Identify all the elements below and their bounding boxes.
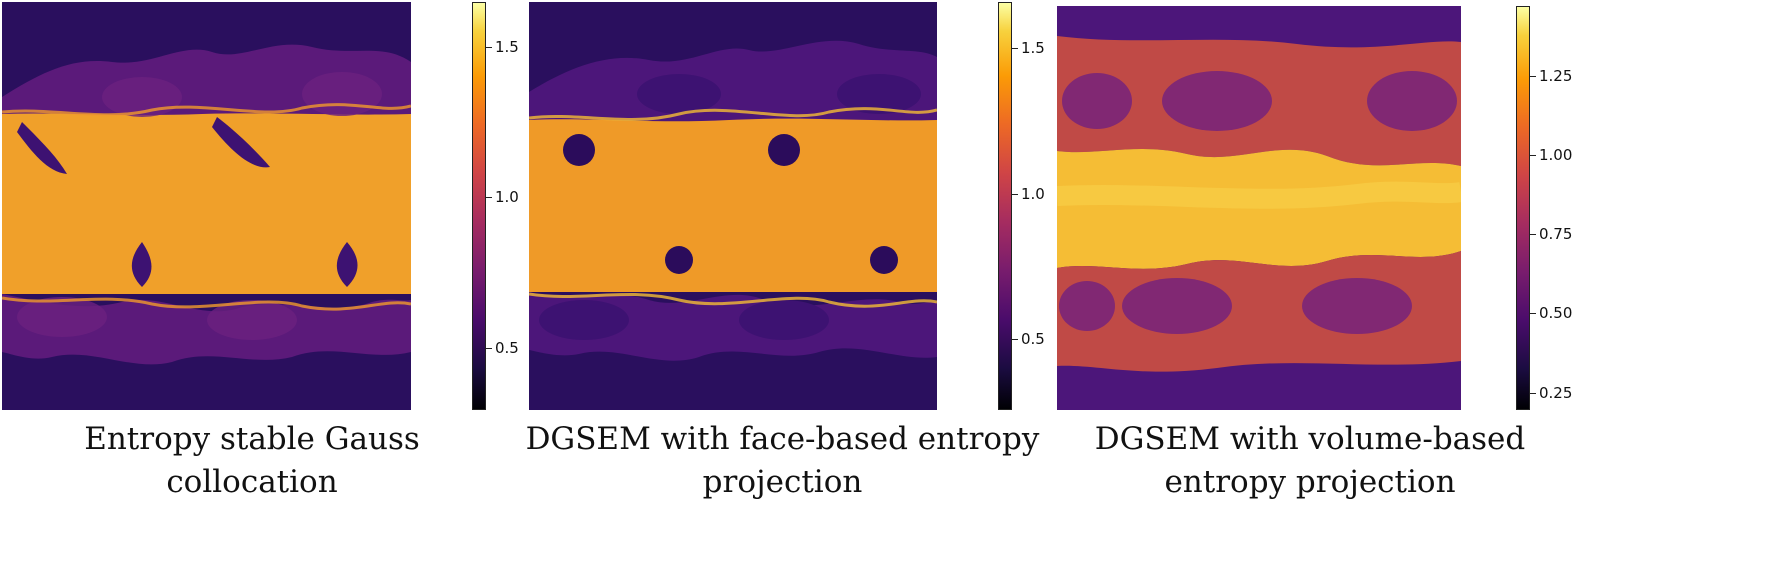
panel-2-colorbar-gradient xyxy=(998,2,1012,410)
panel-3-field-image xyxy=(1057,6,1461,410)
panel-1-field-image xyxy=(2,2,411,410)
panel-3-caption-line2: entropy projection xyxy=(1164,464,1456,500)
panel-3-colorbar-gradient xyxy=(1516,6,1530,410)
panel-1-field xyxy=(2,2,411,410)
panel-3-field xyxy=(1057,6,1461,410)
panel-1-colorbar: 0.5 1.0 1.5 xyxy=(472,2,519,410)
panel-3-colorbar: 0.25 0.50 0.75 1.00 1.25 xyxy=(1516,6,1572,410)
panel-2-colorbar: 0.5 1.0 1.5 xyxy=(998,2,1045,410)
panel-3-caption: DGSEM with volume-based entropy projecti… xyxy=(1060,418,1560,504)
panel-2-caption: DGSEM with face-based entropy projection xyxy=(520,418,1045,504)
panel-2-caption-line2: projection xyxy=(702,464,863,500)
panel-2-field-image xyxy=(529,2,937,410)
panel-1-caption-line1: Entropy stable Gauss collocation xyxy=(84,421,420,500)
panel-1-colorbar-gradient xyxy=(472,2,486,410)
panel-1-caption: Entropy stable Gauss collocation xyxy=(2,418,502,504)
panel-2-caption-line1: DGSEM with face-based entropy xyxy=(525,421,1040,457)
panel-3-caption-line1: DGSEM with volume-based xyxy=(1094,421,1526,457)
panel-2-field xyxy=(529,2,937,410)
